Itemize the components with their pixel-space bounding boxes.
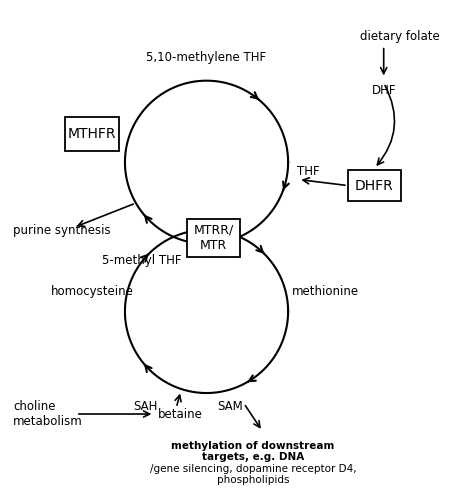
FancyBboxPatch shape <box>66 117 119 151</box>
Text: /gene silencing, dopamine receptor D4,
phospholipids: /gene silencing, dopamine receptor D4, p… <box>150 464 356 486</box>
Text: THF: THF <box>297 165 320 178</box>
Text: 5-methyl THF: 5-methyl THF <box>101 254 181 267</box>
Text: DHFR: DHFR <box>355 178 394 192</box>
FancyBboxPatch shape <box>348 169 401 201</box>
Text: SAH: SAH <box>134 400 158 413</box>
Text: 5,10-methylene THF: 5,10-methylene THF <box>146 51 266 64</box>
Text: methionine: methionine <box>292 285 359 298</box>
Text: MTRR/
MTR: MTRR/ MTR <box>193 224 234 252</box>
Text: choline
metabolism: choline metabolism <box>13 400 83 428</box>
Text: SAM: SAM <box>217 400 243 413</box>
Text: MTHFR: MTHFR <box>68 127 117 141</box>
Text: purine synthesis: purine synthesis <box>13 224 111 237</box>
Text: methylation of downstream
targets, e.g. DNA: methylation of downstream targets, e.g. … <box>172 440 335 462</box>
Text: homocysteine: homocysteine <box>51 285 134 298</box>
Text: DHF: DHF <box>371 84 396 97</box>
Text: betaine: betaine <box>158 408 203 420</box>
Text: dietary folate: dietary folate <box>360 30 440 43</box>
FancyBboxPatch shape <box>187 219 240 257</box>
